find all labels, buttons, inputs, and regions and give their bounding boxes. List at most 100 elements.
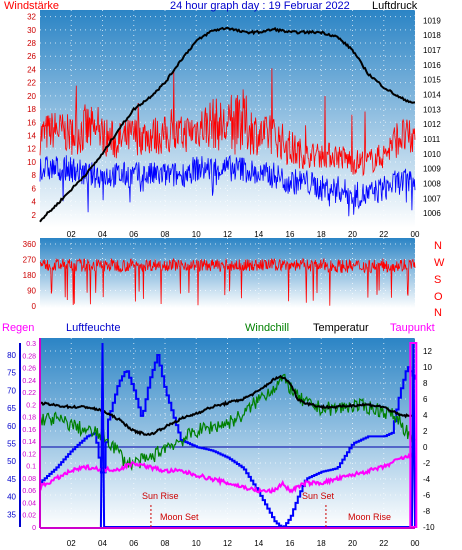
tick-label-hour-p3: 04 [98, 539, 107, 548]
tick-label-humidity: 70 [7, 386, 16, 395]
tick-label-pressure: 1007 [423, 194, 441, 203]
tick-label-hour-p1: 06 [129, 230, 138, 239]
tick-label-wind-speed: 8 [32, 171, 37, 180]
sun-rise-label: Sun Rise [142, 491, 179, 501]
tick-label-rain: 0.08 [22, 476, 36, 483]
rain-axis-title: Regen [2, 322, 34, 334]
tick-label-hour-p3: 00 [411, 539, 420, 548]
tick-label-wind-direction: 90 [27, 287, 36, 296]
tick-label-rain: 0.16 [22, 427, 36, 434]
wind-speed-line [39, 68, 416, 177]
tick-label-hour-p3: 06 [129, 539, 138, 548]
tick-label-hour-p1: 16 [286, 230, 295, 239]
tick-label-hour-p1: 02 [67, 230, 76, 239]
tick-label-humidity: 45 [7, 475, 16, 484]
tick-label-humidity: 75 [7, 369, 16, 378]
tick-label-humidity: 55 [7, 439, 16, 448]
humidity-axis-title: Luftfeuchte [66, 322, 120, 334]
windchill-label: Windchill [245, 322, 289, 334]
tick-label-hour-p3: 02 [67, 539, 76, 548]
tick-label-temperature: -6 [423, 491, 431, 500]
tick-label-temperature: -4 [423, 475, 431, 484]
tick-label-hour-p3: 12 [223, 539, 232, 548]
tick-label-temperature: 12 [423, 347, 432, 356]
compass-label-o: O [434, 291, 443, 303]
tick-label-wind-speed: 26 [27, 52, 36, 61]
tick-label-rain: 0.14 [22, 439, 36, 446]
tick-label-wind-speed: 30 [27, 26, 36, 35]
tick-label-rain: 0.18 [22, 415, 36, 422]
tick-label-wind-speed: 14 [27, 132, 36, 141]
tick-label-rain: 0.26 [22, 366, 36, 373]
tick-label-pressure: 1018 [423, 31, 441, 40]
compass-label-n-bottom: N [434, 307, 442, 319]
tick-label-temperature: 4 [423, 411, 428, 420]
tick-label-pressure: 1006 [423, 209, 441, 218]
tick-label-pressure: 1012 [423, 120, 441, 129]
wind-average-line [39, 154, 416, 217]
tick-label-pressure: 1008 [423, 180, 441, 189]
tick-label-pressure: 1015 [423, 76, 441, 85]
tick-label-pressure: 1013 [423, 105, 441, 114]
tick-label-humidity: 50 [7, 457, 16, 466]
tick-label-wind-direction: 180 [23, 271, 37, 280]
plot-panel-wind-pressure [40, 10, 415, 228]
tick-label-rain: 0.24 [22, 378, 36, 385]
tick-label-temperature: 2 [423, 427, 428, 436]
wind-speed-axis-title: Windstärke [4, 0, 59, 12]
tick-label-wind-direction: 270 [23, 256, 37, 265]
tick-label-wind-speed: 28 [27, 39, 36, 48]
chart-title: 24 hour graph day : 19 Februar 2022 [170, 0, 350, 12]
compass-label-w: W [434, 257, 445, 269]
tick-label-wind-speed: 24 [27, 65, 36, 74]
wind-direction-series [39, 257, 416, 306]
pressure-axis-title: Luftdruck [372, 0, 418, 12]
tick-label-temperature: 8 [423, 379, 428, 388]
tick-label-rain: 0.3 [26, 341, 36, 348]
tick-label-wind-speed: 20 [27, 92, 36, 101]
tick-label-temperature: 0 [423, 443, 428, 452]
tick-label-humidity: 35 [7, 510, 16, 519]
tick-label-pressure: 1010 [423, 150, 441, 159]
compass-label-n-top: N [434, 240, 442, 252]
tick-label-hour-p1: 08 [161, 230, 170, 239]
tick-label-wind-speed: 16 [27, 118, 36, 127]
tick-label-rain: 0.2 [26, 402, 36, 409]
tick-label-wind-speed: 12 [27, 145, 36, 154]
tick-label-pressure: 1009 [423, 165, 441, 174]
tick-label-temperature: -8 [423, 507, 431, 516]
tick-label-rain: 0.02 [22, 513, 36, 520]
tick-label-hour-p1: 12 [223, 230, 232, 239]
tick-label-rain: 0 [32, 525, 36, 532]
compass-label-s: S [434, 274, 441, 286]
tick-label-rain: 0.06 [22, 488, 36, 495]
tick-label-rain: 0.28 [22, 353, 36, 360]
tick-label-rain: 0.04 [22, 500, 36, 507]
tick-label-pressure: 1016 [423, 61, 441, 70]
wind-direction-line [39, 257, 416, 306]
tick-label-rain: 0.22 [22, 390, 36, 397]
tick-label-temperature: 6 [423, 395, 428, 404]
tick-label-humidity: 65 [7, 404, 16, 413]
tick-label-hour-p1: 00 [411, 230, 420, 239]
tick-label-humidity: 60 [7, 422, 16, 431]
tick-label-wind-speed: 32 [27, 13, 36, 22]
tick-label-temperature: -2 [423, 459, 431, 468]
moon-rise-label: Moon Rise [348, 512, 391, 522]
tick-label-wind-speed: 4 [32, 198, 37, 207]
dewpoint-label: Taupunkt [390, 322, 435, 334]
tick-label-humidity: 80 [7, 351, 16, 360]
dewpoint-line [39, 451, 416, 494]
tick-label-pressure: 1014 [423, 91, 441, 100]
sun-set-label: Sun Set [302, 491, 335, 501]
tick-label-temperature: -10 [423, 523, 435, 532]
tick-label-wind-speed: 10 [27, 158, 36, 167]
tick-label-hour-p3: 20 [348, 539, 357, 548]
tick-label-wind-speed: 2 [32, 211, 37, 220]
tick-label-hour-p1: 20 [348, 230, 357, 239]
tick-label-wind-speed: 18 [27, 105, 36, 114]
tick-label-pressure: 1019 [423, 16, 441, 25]
tick-label-wind-direction: 0 [32, 302, 37, 311]
